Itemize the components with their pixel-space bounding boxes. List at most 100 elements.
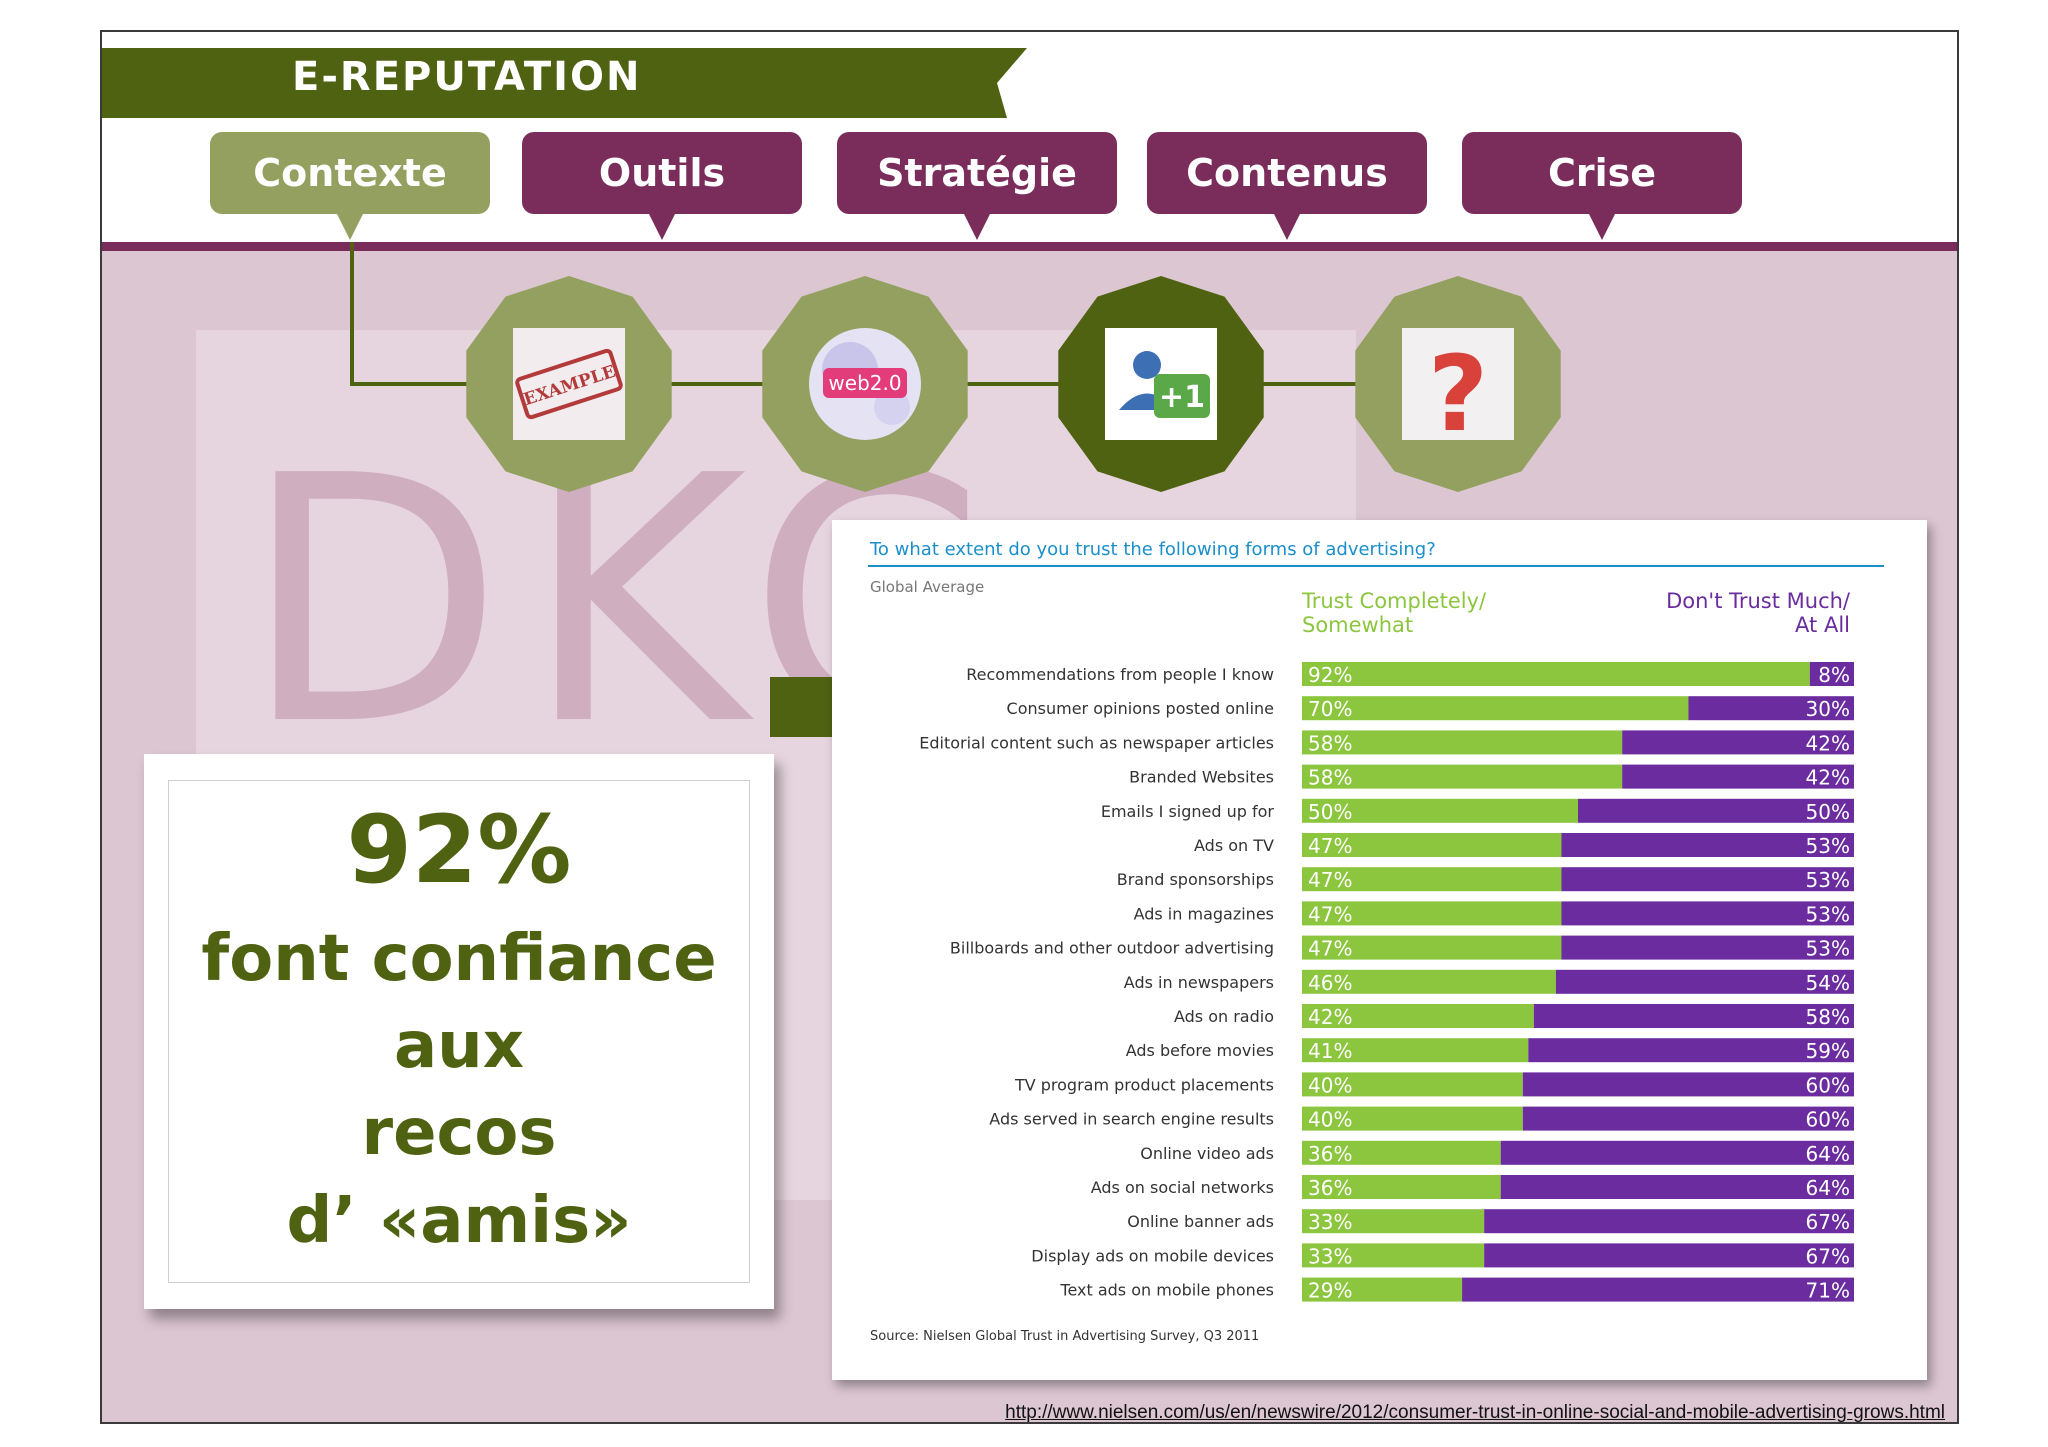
data-label-trust: 47% bbox=[1308, 834, 1352, 858]
tab-strategie[interactable]: Stratégie bbox=[837, 132, 1117, 240]
category-label: Display ads on mobile devices bbox=[1031, 1246, 1274, 1265]
web20-text: web2.0 bbox=[828, 371, 901, 395]
bar-distrust bbox=[1561, 901, 1854, 926]
category-label: Ads on social networks bbox=[1091, 1178, 1274, 1197]
bar-trust bbox=[1302, 764, 1623, 789]
data-label-distrust: 64% bbox=[1806, 1176, 1850, 1200]
data-label-distrust: 67% bbox=[1806, 1210, 1850, 1234]
bar-trust bbox=[1302, 1106, 1523, 1131]
bar-trust bbox=[1302, 1277, 1463, 1302]
data-label-trust: 47% bbox=[1308, 937, 1352, 961]
bar-trust bbox=[1302, 833, 1562, 857]
bar-distrust bbox=[1688, 696, 1854, 721]
data-label-distrust: 64% bbox=[1806, 1142, 1850, 1166]
bar-trust bbox=[1302, 867, 1562, 892]
highlight-card-frame bbox=[168, 780, 750, 1283]
highlight-line-4: d’ «amis» bbox=[286, 1184, 632, 1258]
bar-trust bbox=[1302, 662, 1810, 686]
data-label-distrust: 53% bbox=[1806, 902, 1850, 926]
bar-distrust bbox=[1622, 730, 1854, 755]
category-label: TV program product placements bbox=[1014, 1075, 1274, 1094]
category-label: Emails I signed up for bbox=[1101, 802, 1275, 821]
data-label-trust: 36% bbox=[1308, 1176, 1352, 1200]
bar-trust bbox=[1302, 1072, 1523, 1097]
category-label: Consumer opinions posted online bbox=[1007, 699, 1274, 718]
legend-distrust-line-2: At All bbox=[1795, 613, 1850, 637]
tab-outils[interactable]: Outils bbox=[522, 132, 802, 240]
bar-trust bbox=[1302, 1004, 1534, 1028]
data-label-distrust: 42% bbox=[1806, 731, 1850, 755]
data-label-distrust: 53% bbox=[1806, 868, 1850, 892]
category-label: Ads served in search engine results bbox=[989, 1110, 1274, 1129]
data-label-distrust: 71% bbox=[1806, 1279, 1850, 1303]
category-label: Ads in newspapers bbox=[1124, 973, 1274, 992]
highlight-card: 92% font confiance aux recos d’ «amis» bbox=[144, 754, 774, 1309]
bar-trust bbox=[1302, 696, 1689, 721]
bar-distrust bbox=[1622, 764, 1854, 789]
bar-trust bbox=[1302, 1175, 1501, 1199]
chart-card: To what extent do you trust the followin… bbox=[832, 520, 1927, 1380]
data-label-distrust: 53% bbox=[1806, 937, 1850, 961]
data-label-trust: 40% bbox=[1308, 1073, 1352, 1097]
bar-trust bbox=[1302, 1038, 1529, 1063]
bar-distrust bbox=[1533, 1004, 1854, 1028]
data-label-trust: 58% bbox=[1308, 766, 1352, 790]
bar-trust bbox=[1302, 901, 1562, 926]
trust-chart: To what extent do you trust the followin… bbox=[868, 539, 1884, 1344]
data-label-trust: 40% bbox=[1308, 1108, 1352, 1132]
timeline-connector: EXAMPLE web2.0 +1 ? bbox=[350, 242, 1561, 492]
bar-distrust bbox=[1555, 969, 1854, 994]
category-label: Ads in magazines bbox=[1134, 904, 1274, 923]
category-label: Branded Websites bbox=[1129, 768, 1274, 787]
bar-distrust bbox=[1522, 1072, 1854, 1097]
chart-title: To what extent do you trust the followin… bbox=[869, 539, 1436, 560]
data-label-distrust: 58% bbox=[1806, 1005, 1850, 1029]
data-label-distrust: 67% bbox=[1806, 1244, 1850, 1268]
category-label: Online video ads bbox=[1140, 1144, 1274, 1163]
bar-distrust bbox=[1462, 1277, 1854, 1302]
bar-trust bbox=[1302, 1243, 1485, 1268]
chart-source: Source: Nielsen Global Trust in Advertis… bbox=[870, 1329, 1259, 1344]
question-mark-icon[interactable]: ? bbox=[1355, 276, 1561, 492]
tab-crise[interactable]: Crise bbox=[1462, 132, 1742, 240]
category-label: Recommendations from people I know bbox=[966, 665, 1274, 684]
data-label-distrust: 59% bbox=[1806, 1039, 1850, 1063]
category-label: Editorial content such as newspaper arti… bbox=[919, 733, 1274, 752]
data-label-distrust: 54% bbox=[1806, 971, 1850, 995]
data-label-distrust: 53% bbox=[1806, 834, 1850, 858]
bar-distrust bbox=[1809, 662, 1854, 686]
bar-distrust bbox=[1522, 1106, 1854, 1131]
slide: DKC E-REPUTATION Contexte Outils Stratég… bbox=[100, 30, 1959, 1424]
category-label: Brand sponsorships bbox=[1117, 870, 1274, 889]
highlight-percent: 92% bbox=[346, 796, 572, 905]
category-label: Ads before movies bbox=[1126, 1041, 1274, 1060]
data-label-trust: 33% bbox=[1308, 1244, 1352, 1268]
bar-distrust bbox=[1500, 1175, 1854, 1199]
bar-distrust bbox=[1561, 935, 1854, 960]
bar-trust bbox=[1302, 1209, 1485, 1234]
plus-one-user-icon[interactable]: +1 bbox=[1058, 276, 1264, 492]
data-label-distrust: 30% bbox=[1806, 697, 1850, 721]
bar-distrust bbox=[1578, 798, 1854, 823]
bar-distrust bbox=[1484, 1209, 1854, 1234]
data-label-distrust: 42% bbox=[1806, 766, 1850, 790]
tab-contexte[interactable]: Contexte bbox=[210, 132, 490, 240]
data-label-trust: 33% bbox=[1308, 1210, 1352, 1234]
data-label-distrust: 8% bbox=[1818, 663, 1850, 687]
data-label-trust: 70% bbox=[1308, 697, 1352, 721]
question-mark-text: ? bbox=[1428, 333, 1488, 455]
data-label-distrust: 60% bbox=[1806, 1073, 1850, 1097]
web20-bubble-icon[interactable]: web2.0 bbox=[762, 276, 968, 492]
highlight-line-1: font confiance bbox=[201, 922, 717, 996]
header-divider bbox=[102, 242, 1957, 251]
bar-trust bbox=[1302, 969, 1556, 994]
data-label-trust: 36% bbox=[1308, 1142, 1352, 1166]
highlight-line-3: recos bbox=[361, 1096, 557, 1170]
category-label: Ads on TV bbox=[1194, 836, 1274, 855]
legend-trust-line-2: Somewhat bbox=[1302, 613, 1413, 637]
example-stamp-icon[interactable]: EXAMPLE bbox=[466, 276, 672, 492]
legend-trust-line-1: Trust Completely/ bbox=[1301, 589, 1487, 613]
tab-contenus[interactable]: Contenus bbox=[1147, 132, 1427, 240]
source-link[interactable]: http://www.nielsen.com/us/en/newswire/20… bbox=[1005, 1402, 1945, 1423]
section-banner bbox=[102, 48, 1027, 118]
